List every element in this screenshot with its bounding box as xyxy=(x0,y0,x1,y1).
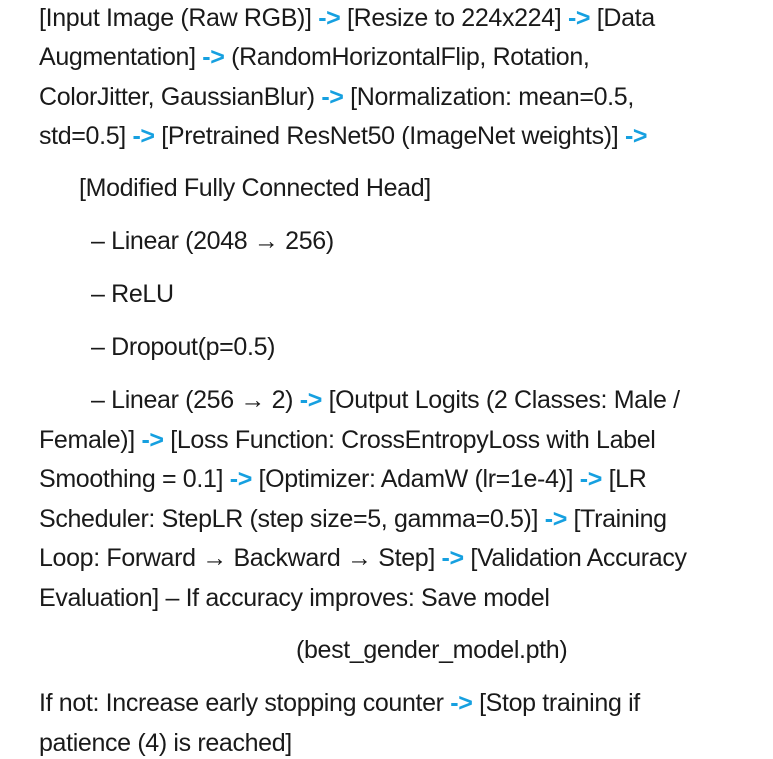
pipeline-line-6: Female)] -> [Loss Function: CrossEntropy… xyxy=(39,425,656,455)
flow-arrow: -> xyxy=(202,43,225,71)
step-validation-start: [Validation Accuracy xyxy=(463,544,687,572)
step-normalization-start: [Normalization: mean=0.5, xyxy=(343,83,634,111)
step-data-augmentation-start: [Data xyxy=(590,4,655,32)
pipeline-line-9: Loop: Forward → Backward → Step] -> [Val… xyxy=(39,543,687,573)
step-validation-end: Evaluation] – If accuracy improves: Save… xyxy=(39,584,550,612)
flow-arrow: -> xyxy=(229,465,253,493)
fc-layer-dropout: – Dropout(p=0.5) xyxy=(91,332,275,362)
fc-layer-linear-1-text: – Linear (2048 → 256) xyxy=(91,227,334,255)
fc-layer-linear-1: – Linear (2048 → 256) xyxy=(91,226,334,256)
pipeline-line-4: std=0.5] -> [Pretrained ResNet50 (ImageN… xyxy=(39,121,648,151)
step-stop-training-end: patience (4) is reached] xyxy=(39,729,292,757)
step-loss-function-start: [Loss Function: CrossEntropyLoss with La… xyxy=(163,426,656,454)
pipeline-line-7: Smoothing = 0.1] -> [Optimizer: AdamW (l… xyxy=(39,464,647,494)
step-normalization-end: std=0.5] xyxy=(39,122,133,150)
model-filename: (best_gender_model.pth) xyxy=(296,636,568,664)
step-pretrained-resnet: [Pretrained ResNet50 (ImageNet weights)] xyxy=(154,122,625,150)
step-output-logits-end: Female)] xyxy=(39,426,142,454)
flow-arrow: -> xyxy=(450,689,473,717)
pipeline-line-2: Augmentation] -> (RandomHorizontalFlip, … xyxy=(39,42,590,72)
step-resize: [Resize to 224x224] xyxy=(340,4,568,32)
flow-arrow: -> xyxy=(321,83,344,111)
fc-layer-linear-2-text: – Linear (256 → 2) xyxy=(91,386,300,414)
fc-head-title: [Modified Fully Connected Head] xyxy=(79,173,431,203)
augmentation-list-end: ColorJitter, GaussianBlur) xyxy=(39,83,322,111)
step-lr-scheduler-start: [LR xyxy=(601,465,647,493)
flow-arrow: -> xyxy=(299,386,323,414)
step-stop-training-start: [Stop training if xyxy=(472,689,640,717)
step-optimizer: [Optimizer: AdamW (lr=1e-4)] xyxy=(251,465,580,493)
flow-arrow: -> xyxy=(132,122,155,150)
step-loss-function-end: Smoothing = 0.1] xyxy=(39,465,230,493)
flow-arrow: -> xyxy=(567,4,591,32)
pipeline-line-13: patience (4) is reached] xyxy=(39,728,292,758)
step-lr-scheduler-end: Scheduler: StepLR (step size=5, gamma=0.… xyxy=(39,505,545,533)
fc-head-title-text: [Modified Fully Connected Head] xyxy=(79,174,431,202)
flow-arrow: -> xyxy=(544,505,568,533)
pipeline-line-1: [Input Image (Raw RGB)] -> [Resize to 22… xyxy=(39,3,655,33)
step-training-loop-start: [Training xyxy=(566,505,668,533)
flow-arrow: -> xyxy=(624,122,648,150)
augmentation-list-start: (RandomHorizontalFlip, Rotation, xyxy=(224,43,590,71)
flow-arrow: -> xyxy=(579,465,603,493)
pipeline-line-10: Evaluation] – If accuracy improves: Save… xyxy=(39,583,550,613)
pipeline-line-8: Scheduler: StepLR (step size=5, gamma=0.… xyxy=(39,504,667,534)
fc-layer-relu: – ReLU xyxy=(91,279,174,309)
step-input-image: [Input Image (Raw RGB)] xyxy=(39,4,319,32)
pipeline-line-11: (best_gender_model.pth) xyxy=(296,635,568,665)
fc-layer-relu-text: – ReLU xyxy=(91,280,174,308)
step-training-loop-end: Loop: Forward → Backward → Step] xyxy=(39,544,442,572)
fc-layer-dropout-text: – Dropout(p=0.5) xyxy=(91,333,276,361)
step-output-logits-start: [Output Logits (2 Classes: Male / xyxy=(321,386,680,414)
flow-arrow: -> xyxy=(318,4,341,32)
pipeline-line-12: If not: Increase early stopping counter … xyxy=(39,688,640,718)
step-early-stopping: If not: Increase early stopping counter xyxy=(39,689,451,717)
pipeline-line-linear-2: – Linear (256 → 2) -> [Output Logits (2 … xyxy=(91,385,680,415)
pipeline-line-3: ColorJitter, GaussianBlur) -> [Normaliza… xyxy=(39,82,634,112)
flow-arrow: -> xyxy=(441,544,465,572)
flow-arrow: -> xyxy=(141,426,164,454)
step-data-augmentation-end: Augmentation] xyxy=(39,43,203,71)
